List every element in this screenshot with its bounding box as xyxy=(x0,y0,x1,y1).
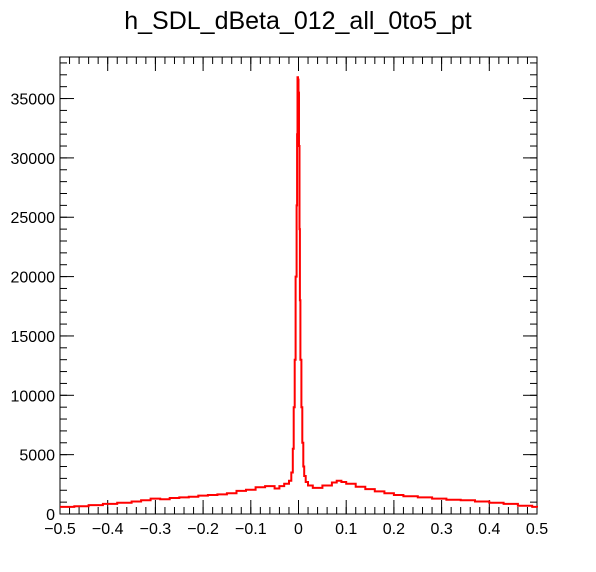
y-tick-label: 35000 xyxy=(11,92,56,109)
y-tick-label: 10000 xyxy=(11,388,56,405)
x-tick-label: 0.4 xyxy=(478,521,500,538)
y-tick-label: 25000 xyxy=(11,210,56,227)
x-tick-label: 0.1 xyxy=(335,521,357,538)
y-tick-label: 0 xyxy=(46,507,55,524)
x-tick-label: 0.2 xyxy=(383,521,405,538)
y-tick-label: 15000 xyxy=(11,329,56,346)
axis-ticks xyxy=(59,57,538,515)
x-tick-label: −0.5 xyxy=(44,521,76,538)
x-tick-label: −0.3 xyxy=(140,521,172,538)
y-tick-label: 30000 xyxy=(11,151,56,168)
axis-tick-labels: −0.5 −0.4 −0.3 −0.2 −0.1 0 0.1 0.2 0.3 0.4 0.5 0 500… xyxy=(11,92,549,538)
x-tick-label: 0.3 xyxy=(430,521,452,538)
x-tick-label: −0.4 xyxy=(92,521,124,538)
x-tick-label: −0.1 xyxy=(235,521,267,538)
x-tick-label: −0.2 xyxy=(187,521,219,538)
x-tick-label: 0.5 xyxy=(526,521,548,538)
chart-title: h_SDL_dBeta_012_all_0to5_pt xyxy=(124,7,472,35)
y-tick-label: 20000 xyxy=(11,270,56,287)
y-tick-label: 5000 xyxy=(19,448,55,465)
histogram-line xyxy=(60,76,538,508)
x-tick-label: 0 xyxy=(294,521,303,538)
